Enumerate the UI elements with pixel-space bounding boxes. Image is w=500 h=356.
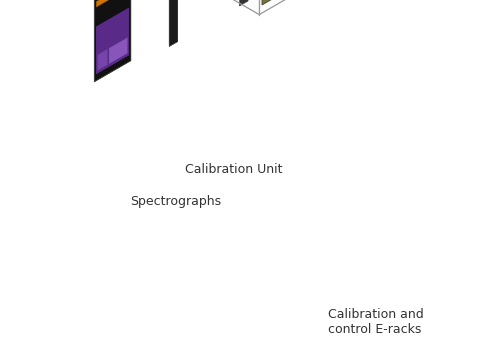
Polygon shape bbox=[102, 0, 110, 7]
Polygon shape bbox=[96, 8, 129, 74]
Polygon shape bbox=[262, 0, 294, 5]
Polygon shape bbox=[94, 0, 130, 82]
Text: Spectrographs: Spectrographs bbox=[130, 195, 221, 208]
Polygon shape bbox=[96, 0, 129, 7]
Text: Calibration and
control E-racks: Calibration and control E-racks bbox=[328, 308, 423, 336]
Polygon shape bbox=[169, 0, 259, 15]
Polygon shape bbox=[169, 0, 177, 47]
Polygon shape bbox=[97, 49, 108, 71]
Polygon shape bbox=[110, 0, 130, 61]
Polygon shape bbox=[104, 0, 110, 3]
Polygon shape bbox=[259, 0, 356, 15]
Polygon shape bbox=[240, 0, 248, 6]
Polygon shape bbox=[109, 37, 128, 64]
Polygon shape bbox=[242, 0, 248, 1]
Text: Calibration Unit: Calibration Unit bbox=[185, 163, 282, 176]
Polygon shape bbox=[172, 0, 177, 42]
